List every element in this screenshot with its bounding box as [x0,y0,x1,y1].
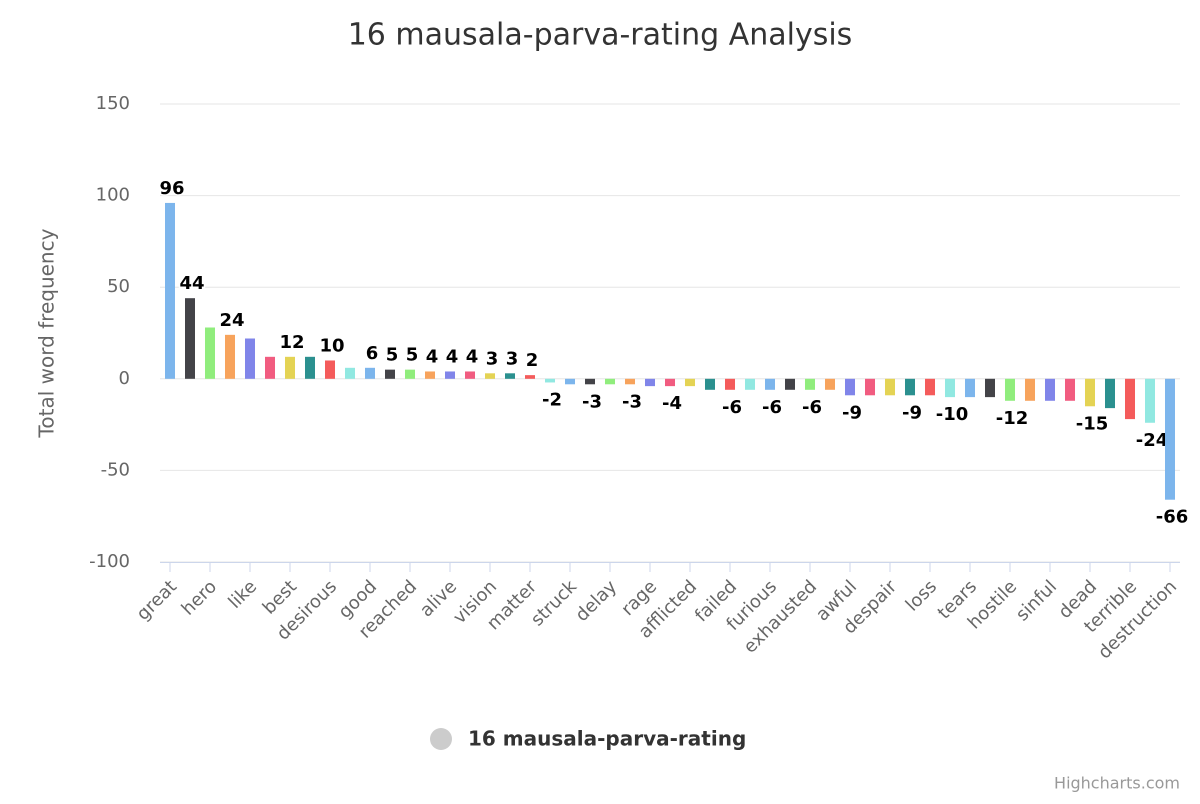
bar [885,378,895,396]
bar [265,356,275,379]
bar [165,202,175,379]
bar [345,367,355,379]
bar [645,378,655,387]
data-label: -6 [802,397,822,418]
x-tick-label: delay [571,576,621,626]
bar [1165,378,1175,500]
data-label: -15 [1076,413,1109,434]
data-label: -4 [662,393,682,414]
bar [205,327,215,379]
bar [1065,378,1075,401]
data-label: 5 [406,345,419,366]
data-label: 4 [426,346,439,367]
y-tick-label: -50 [101,459,130,480]
bar [685,378,695,387]
bar [545,378,555,383]
bar [1045,378,1055,401]
bar [505,373,515,379]
data-label: -3 [622,391,642,412]
bar [425,371,435,379]
data-label: -6 [762,397,782,418]
data-label: 24 [219,310,244,331]
bar [305,356,315,379]
bar [565,378,575,385]
bar [525,375,535,379]
y-tick-label: 150 [96,93,130,114]
bar [445,371,455,379]
data-label: -66 [1156,507,1189,528]
data-label: -9 [902,402,922,423]
bar [1105,378,1115,409]
bar [405,369,415,379]
bar [705,378,715,390]
bar [805,378,815,390]
data-label: -12 [996,408,1029,429]
x-tick-label: like [224,576,261,613]
bar [725,378,735,390]
bar [185,298,195,379]
bar [325,360,335,379]
data-label: 3 [486,348,499,369]
bar [385,369,395,379]
data-label: 6 [366,343,379,364]
data-label: -24 [1136,430,1169,451]
credits: Highcharts.com [1054,774,1180,793]
bar [245,338,255,379]
bar [605,378,615,385]
legend-symbol[interactable] [430,728,452,750]
chart-title: 16 mausala-parva-rating Analysis [348,18,853,53]
bar [945,378,955,398]
data-label: 44 [179,273,204,294]
x-tick-label: sinful [1012,576,1061,625]
bar [225,334,235,379]
bar [985,378,995,398]
data-label: -2 [542,389,562,410]
bar [1085,378,1095,407]
legend-item[interactable]: 16 mausala-parva-rating [468,727,746,751]
y-tick-label: 50 [107,276,130,297]
bar [285,356,295,379]
x-tick-label: hero [178,576,221,619]
bar [865,378,875,396]
x-tick-label: struck [527,576,582,631]
bar [485,373,495,379]
data-label: -9 [842,402,862,423]
y-tick-label: 100 [96,185,130,206]
data-label: 5 [386,345,399,366]
data-label: 10 [319,335,344,356]
data-label: 2 [526,350,539,371]
bar [665,378,675,387]
bar [845,378,855,396]
y-tick-label: -100 [89,551,130,572]
data-label: 96 [159,178,184,199]
bar [1025,378,1035,401]
bar [365,367,375,379]
bar [585,378,595,385]
data-label: 4 [446,346,459,367]
data-label: 3 [506,348,519,369]
y-tick-label: 0 [119,368,130,389]
bar [1125,378,1135,420]
bar [745,378,755,390]
y-axis-title: Total word frequency [35,228,59,438]
bar [825,378,835,390]
data-label: -3 [582,391,602,412]
bar [785,378,795,390]
bar [965,378,975,398]
bar [1145,378,1155,423]
bar [465,371,475,379]
bar [765,378,775,390]
data-label: 4 [466,346,479,367]
x-tick-label: great [133,576,182,625]
bar [625,378,635,385]
data-label: -6 [722,397,742,418]
bar [1005,378,1015,401]
data-label: 12 [279,332,304,353]
bar [925,378,935,396]
data-label: -10 [936,404,969,425]
bar [905,378,915,396]
